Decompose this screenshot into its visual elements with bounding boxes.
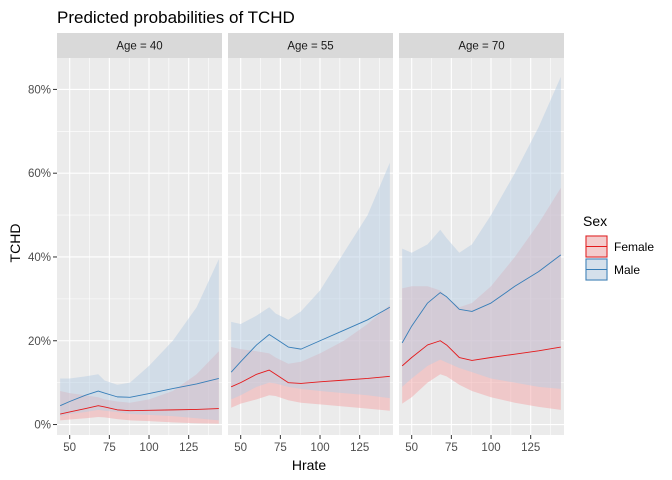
x-tick-label: 125	[179, 442, 198, 454]
facet-strip-label: Age = 40	[116, 41, 162, 53]
series-line-female	[60, 405, 219, 415]
confidence-band-male	[60, 259, 219, 421]
y-tick-label: 40%	[28, 252, 51, 264]
facet-strip	[228, 33, 393, 58]
y-axis-title: TCHD	[7, 224, 23, 263]
series-line-female	[401, 340, 561, 367]
x-axis-title: Hrate	[292, 457, 326, 473]
legend-key-male: Male	[585, 258, 640, 281]
facet-panel-1: Age = 40 50 75 100 125	[57, 33, 222, 454]
series-line-male	[230, 306, 391, 373]
chart-title: Predicted probabilities of TCHD	[57, 8, 295, 27]
series-line-male	[59, 378, 219, 407]
y-tick-label: 60%	[28, 168, 51, 180]
facet-strip	[399, 33, 564, 58]
y-tick-label: 80%	[28, 84, 51, 96]
legend-key-female: Female	[585, 235, 654, 258]
legend-label: Female	[614, 240, 654, 254]
confidence-band-male	[231, 162, 390, 400]
facet-panel-2: Age = 55 50 75 100 125	[228, 33, 393, 454]
legend-label: Male	[614, 263, 640, 277]
x-tick-label: 125	[350, 442, 369, 454]
x-tick-label: 75	[445, 442, 458, 454]
legend: Sex Female Male	[583, 213, 654, 281]
y-tick-label: 0%	[34, 420, 51, 432]
confidence-band-male	[402, 76, 561, 389]
x-tick-label: 125	[521, 442, 540, 454]
series-line-female	[230, 369, 390, 388]
y-axis: 0% 20% 40% 60% 80%	[28, 84, 57, 432]
x-tick-label: 50	[63, 442, 76, 454]
x-tick-label: 75	[274, 442, 287, 454]
x-tick-label: 100	[139, 442, 158, 454]
x-tick-label: 50	[234, 442, 247, 454]
facet-strip-label: Age = 70	[458, 41, 504, 53]
y-tick-label: 20%	[28, 336, 51, 348]
x-tick-label: 50	[405, 442, 418, 454]
facet-strip-label: Age = 55	[287, 41, 333, 53]
legend-items: Female Male	[585, 235, 654, 281]
x-tick-label: 100	[481, 442, 500, 454]
series-line-male	[401, 254, 562, 344]
facet-strip	[57, 33, 222, 58]
legend-title: Sex	[583, 213, 607, 229]
x-tick-label: 100	[310, 442, 329, 454]
facet-panel-3: Age = 70 50 75 100 125	[399, 33, 564, 454]
x-tick-label: 75	[103, 442, 116, 454]
